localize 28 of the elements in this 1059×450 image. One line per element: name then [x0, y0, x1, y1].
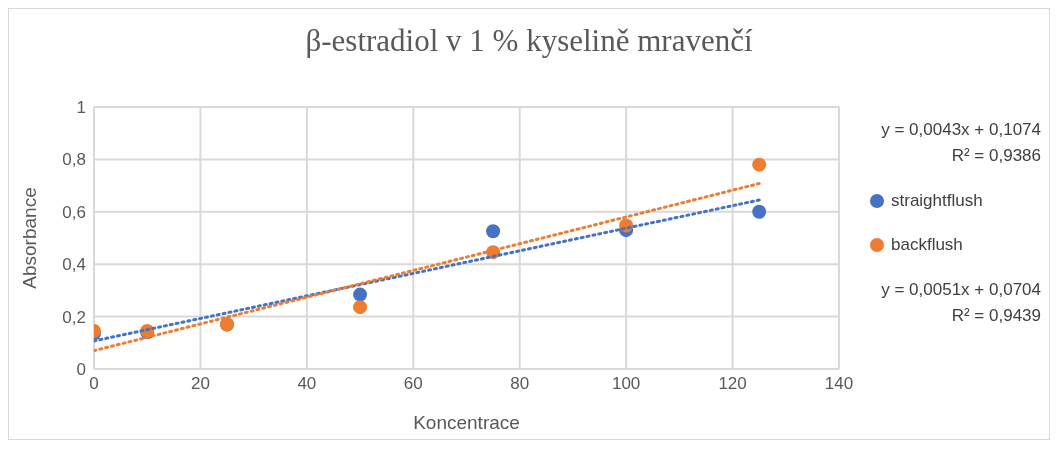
x-axis-title: Koncentrace [413, 412, 520, 433]
y-tick-label: 0,2 [62, 307, 86, 327]
point [353, 300, 368, 315]
point [486, 224, 501, 239]
y-axis-title: Absorbance [18, 187, 40, 289]
x-tick-label: 140 [824, 374, 854, 394]
x-tick-label: 100 [611, 374, 641, 394]
text: R² = 0,9439 [950, 305, 1041, 327]
chart-title: β-estradiol v 1 % kyselině mravenčí [304, 23, 754, 59]
text: R² = 0,9386 [950, 145, 1041, 167]
point [752, 157, 767, 172]
point [353, 287, 368, 302]
text: y = 0,0051x + 0,0704 [880, 279, 1041, 301]
legend-label: backflush [890, 234, 964, 256]
x-tick-label: 20 [190, 374, 210, 394]
y-tick-label: 0,4 [62, 255, 86, 275]
x-tick-label: 0 [89, 374, 99, 394]
y-tick-label: 0,8 [62, 150, 86, 170]
x-tick-label: 80 [510, 374, 530, 394]
y-tick-label: 0 [76, 360, 86, 380]
x-tick-label: 60 [403, 374, 423, 394]
x-tick-label: 40 [297, 374, 317, 394]
x-tick-label: 120 [718, 374, 747, 394]
text: y = 0,0043x + 0,1074 [880, 119, 1041, 141]
y-tick-label: 0,6 [62, 202, 86, 222]
y-tick-label: 1 [76, 98, 86, 118]
legend-label: straightflush [890, 190, 984, 212]
point [752, 204, 767, 219]
